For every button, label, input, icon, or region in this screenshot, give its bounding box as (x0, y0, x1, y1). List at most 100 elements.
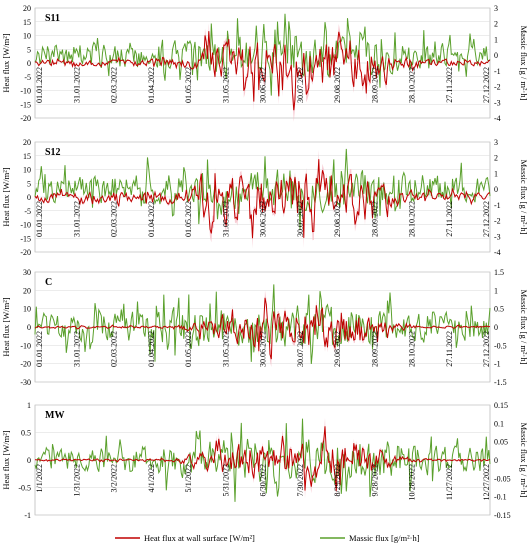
y-tick-left: 0.5 (21, 429, 31, 438)
y-tick-left: 0 (27, 59, 31, 68)
x-tick-label: 30.06.2022 (259, 67, 268, 103)
y-tick-left: -20 (20, 248, 31, 257)
panel-title: MW (45, 410, 64, 421)
x-tick-label: 27.11.2022 (445, 331, 454, 367)
x-tick-label: 01.01.2022 (35, 331, 44, 367)
y-tick-left: -5 (24, 207, 31, 216)
y-tick-right: 3 (494, 138, 498, 147)
panel-title: C (45, 277, 52, 288)
x-tick-label: 8/29/2022 (333, 464, 342, 496)
x-tick-label: 01.05.2022 (184, 67, 193, 103)
x-tick-label: 28.09.2022 (370, 331, 379, 367)
y-tick-left: -10 (20, 221, 31, 230)
y-tick-right: 3 (494, 4, 498, 13)
x-tick-label: 1/1/2022 (35, 464, 44, 492)
y-axis-label-right: Massic flux [g / m²·h] (519, 160, 528, 235)
legend: Heat flux at wall surface [W/m²] Massic … (115, 533, 420, 543)
y-tick-right: -3 (494, 232, 501, 241)
y-tick-right: -0.5 (494, 341, 507, 350)
x-tick-label: 9/28/2022 (370, 464, 379, 496)
y-tick-right: 2 (494, 154, 498, 163)
x-tick-label: 01.04.2022 (147, 331, 156, 367)
y-tick-right: -1 (494, 67, 501, 76)
y-tick-right: -1 (494, 360, 501, 369)
x-tick-label: 1/31/2022 (72, 464, 81, 496)
y-tick-right: 1 (494, 169, 498, 178)
heat-flux-line (34, 297, 491, 360)
y-tick-left: 30 (23, 268, 31, 277)
x-tick-label: 3/2/2022 (110, 464, 119, 492)
x-tick-label: 02.03.2022 (110, 201, 119, 237)
y-tick-left: 5 (27, 45, 31, 54)
y-tick-right: -2 (494, 217, 501, 226)
y-tick-left: 5 (27, 179, 31, 188)
heat-flux-line (34, 159, 491, 239)
y-tick-right: -3 (494, 98, 501, 107)
x-tick-label: 02.03.2022 (110, 67, 119, 103)
y-tick-left: 0 (27, 323, 31, 332)
x-tick-label: 30.07.2022 (296, 67, 305, 103)
x-tick-label: 28.10.2022 (408, 201, 417, 237)
y-axis-label-left: Heat flux [W/m²] (1, 33, 11, 92)
x-tick-label: 11/27/2022 (445, 464, 454, 500)
x-tick-label: 5/1/2022 (184, 464, 193, 492)
x-tick-label: 02.03.2022 (110, 331, 119, 367)
x-tick-label: 31.01.2022 (72, 67, 81, 103)
y-axis-label-left: Heat flux [W/m²] (1, 430, 11, 489)
x-tick-label: 29.08.2022 (333, 331, 342, 367)
x-tick-label: 27.12.2022 (482, 201, 491, 237)
x-tick-label: 12/27/2022 (482, 464, 491, 500)
x-tick-label: 10/28/2022 (408, 464, 417, 500)
y-tick-left: 1 (27, 401, 31, 410)
y-axis-label-right: Massic flux [g / m²·h] (519, 290, 528, 365)
panel-c: 30 20 10 0 -10 -20 -30 1.5 1 0.5 0 -0.5 -1 -1.5 Heat f… (1, 268, 528, 387)
legend-massic-label: Massic flux [g/m²·h] (349, 533, 420, 543)
y-tick-left: -5 (24, 73, 31, 82)
x-tick-label: 01.04.2022 (147, 67, 156, 103)
y-tick-right: -1.5 (494, 378, 507, 387)
y-tick-right: 0.15 (494, 401, 508, 410)
y-tick-left: 15 (23, 18, 31, 27)
y-tick-left: 10 (23, 166, 31, 175)
y-tick-left: 15 (23, 152, 31, 161)
panel-mw: 1 0.5 0 -0.5 -1 0.15 0.1 0.05 0 -0.05 -0.1 -0.15 Hea… (1, 401, 528, 520)
x-tick-label: 27.11.2022 (445, 201, 454, 237)
x-tick-label: 29.08.2022 (333, 67, 342, 103)
y-tick-left: 0 (27, 456, 31, 465)
y-tick-left: 10 (23, 32, 31, 41)
x-tick-label: 27.12.2022 (482, 331, 491, 367)
y-tick-right: -4 (494, 114, 501, 123)
massic-flux-line (34, 418, 491, 502)
y-tick-left: -10 (20, 87, 31, 96)
y-axis-label-left: Heat flux [W/m²] (1, 167, 11, 226)
x-tick-label: 31.05.2022 (221, 67, 230, 103)
x-tick-label: 30.07.2022 (296, 331, 305, 367)
x-tick-label: 31.05.2022 (221, 331, 230, 367)
y-tick-right: -2 (494, 83, 501, 92)
legend-heat-label: Heat flux at wall surface [W/m²] (144, 533, 255, 543)
panel-title: S12 (45, 147, 61, 158)
y-tick-left: 20 (23, 138, 31, 147)
y-tick-right: 0.05 (494, 438, 508, 447)
x-tick-label: 31.01.2022 (72, 331, 81, 367)
y-tick-right: 1 (494, 286, 498, 295)
y-axis-label-right: Massic flux [g / m²·h] (519, 26, 528, 101)
y-tick-left: 20 (23, 286, 31, 295)
y-tick-left: -0.5 (18, 484, 31, 493)
x-tick-label: 01.01.2022 (35, 67, 44, 103)
x-tick-label: 5/31/2022 (221, 464, 230, 496)
x-tick-label: 31.01.2022 (72, 201, 81, 237)
x-tick-label: 28.10.2022 (408, 67, 417, 103)
y-tick-right: -0.15 (494, 511, 511, 520)
y-axis-label-left: Heat flux [W/m²] (1, 297, 11, 356)
y-tick-left: -15 (20, 234, 31, 243)
y-tick-right: -4 (494, 248, 501, 257)
y-tick-right: 1 (494, 35, 498, 44)
x-tick-label: 30.07.2022 (296, 201, 305, 237)
x-tick-label: 01.05.2022 (184, 331, 193, 367)
x-tick-label: 4/1/2022 (147, 464, 156, 492)
x-tick-label: 30.06.2022 (259, 331, 268, 367)
heat-flux-line (34, 31, 491, 111)
